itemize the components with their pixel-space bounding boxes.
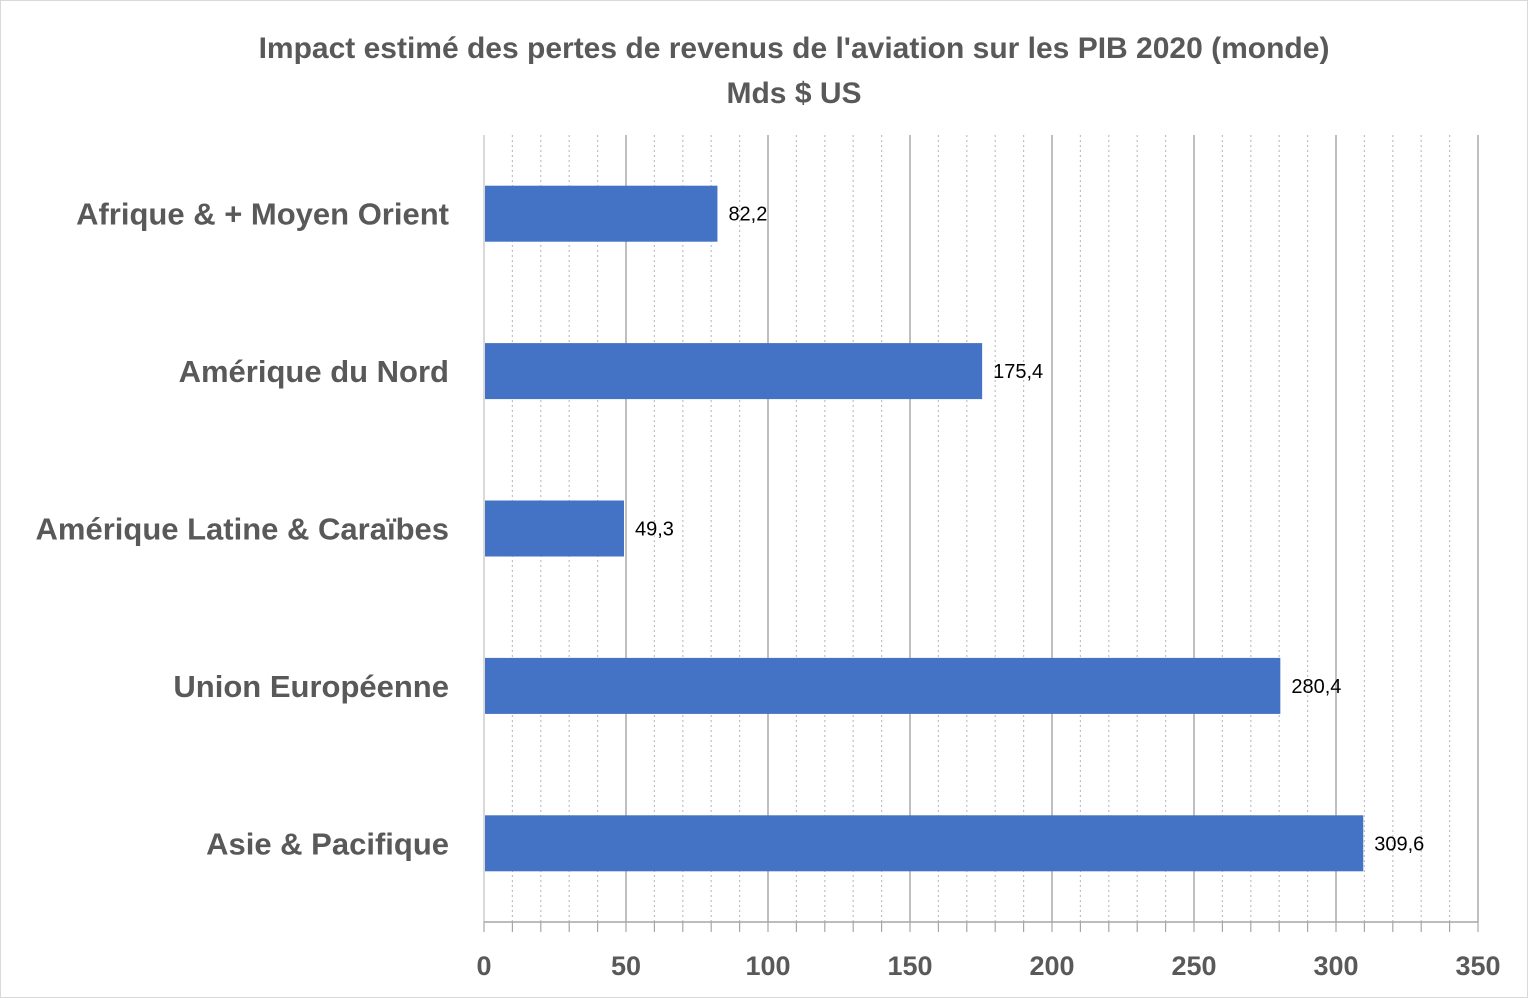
x-tick-label: 50 — [611, 951, 641, 981]
category-label: Union Européenne — [173, 669, 449, 704]
data-label: 309,6 — [1374, 833, 1424, 855]
bar — [485, 500, 625, 557]
x-tick-label: 100 — [745, 951, 790, 981]
bar — [485, 185, 718, 242]
category-label: Asie & Pacifique — [206, 826, 449, 861]
data-label: 175,4 — [993, 361, 1043, 383]
x-tick-label: 150 — [887, 951, 932, 981]
x-tick-label: 200 — [1029, 951, 1074, 981]
data-label: 49,3 — [635, 519, 674, 541]
x-tick-label: 250 — [1171, 951, 1216, 981]
x-tick-label: 300 — [1313, 951, 1358, 981]
data-label: 82,2 — [728, 204, 767, 226]
category-label: Afrique & + Moyen Orient — [76, 197, 449, 232]
chart-title: Impact estimé des pertes de revenus de l… — [259, 32, 1330, 65]
category-label: Amérique Latine & Caraïbes — [36, 512, 449, 547]
bar — [485, 815, 1364, 872]
category-label: Amérique du Nord — [179, 354, 449, 389]
data-label: 280,4 — [1291, 676, 1341, 698]
x-tick-label: 350 — [1455, 951, 1500, 981]
bar — [485, 657, 1281, 714]
chart-subtitle: Mds $ US — [726, 77, 861, 110]
bar — [485, 343, 983, 400]
x-tick-label: 0 — [476, 951, 491, 981]
